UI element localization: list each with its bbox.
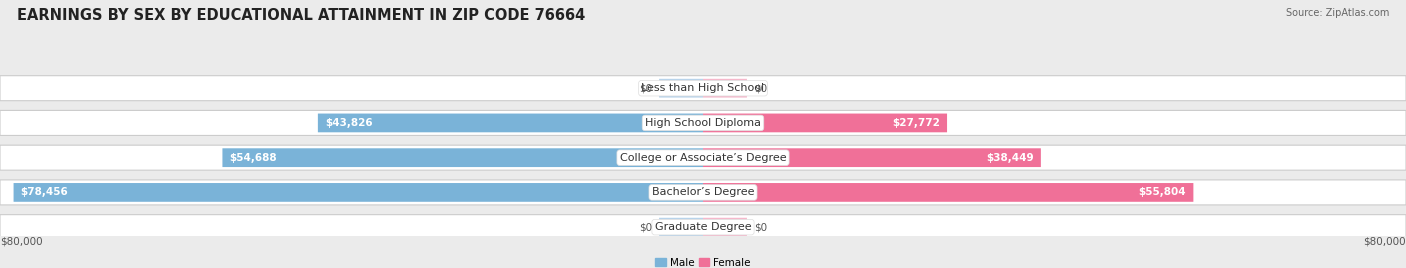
FancyBboxPatch shape bbox=[222, 148, 703, 167]
FancyBboxPatch shape bbox=[14, 183, 703, 202]
FancyBboxPatch shape bbox=[0, 76, 1406, 101]
Text: $0: $0 bbox=[754, 222, 768, 232]
Text: Graduate Degree: Graduate Degree bbox=[655, 222, 751, 232]
Text: $27,772: $27,772 bbox=[893, 118, 941, 128]
Text: $0: $0 bbox=[754, 83, 768, 93]
Text: $0: $0 bbox=[638, 222, 652, 232]
Text: College or Associate’s Degree: College or Associate’s Degree bbox=[620, 153, 786, 163]
Text: $43,826: $43,826 bbox=[325, 118, 373, 128]
Text: $78,456: $78,456 bbox=[21, 187, 69, 198]
FancyBboxPatch shape bbox=[703, 148, 1040, 167]
FancyBboxPatch shape bbox=[703, 79, 747, 98]
Text: $54,688: $54,688 bbox=[229, 153, 277, 163]
FancyBboxPatch shape bbox=[659, 79, 703, 98]
FancyBboxPatch shape bbox=[0, 145, 1406, 170]
Text: High School Diploma: High School Diploma bbox=[645, 118, 761, 128]
FancyBboxPatch shape bbox=[0, 110, 1406, 135]
FancyBboxPatch shape bbox=[703, 218, 747, 237]
Text: EARNINGS BY SEX BY EDUCATIONAL ATTAINMENT IN ZIP CODE 76664: EARNINGS BY SEX BY EDUCATIONAL ATTAINMEN… bbox=[17, 8, 585, 23]
FancyBboxPatch shape bbox=[318, 114, 703, 132]
Text: Source: ZipAtlas.com: Source: ZipAtlas.com bbox=[1285, 8, 1389, 18]
Text: Less than High School: Less than High School bbox=[641, 83, 765, 93]
Text: $80,000: $80,000 bbox=[0, 237, 42, 247]
FancyBboxPatch shape bbox=[703, 183, 1194, 202]
FancyBboxPatch shape bbox=[703, 114, 948, 132]
Text: $0: $0 bbox=[638, 83, 652, 93]
Text: Bachelor’s Degree: Bachelor’s Degree bbox=[652, 187, 754, 198]
FancyBboxPatch shape bbox=[659, 218, 703, 237]
Text: $55,804: $55,804 bbox=[1139, 187, 1187, 198]
Text: $80,000: $80,000 bbox=[1364, 237, 1406, 247]
Text: $38,449: $38,449 bbox=[986, 153, 1033, 163]
Legend: Male, Female: Male, Female bbox=[651, 254, 755, 268]
FancyBboxPatch shape bbox=[0, 215, 1406, 240]
FancyBboxPatch shape bbox=[0, 180, 1406, 205]
